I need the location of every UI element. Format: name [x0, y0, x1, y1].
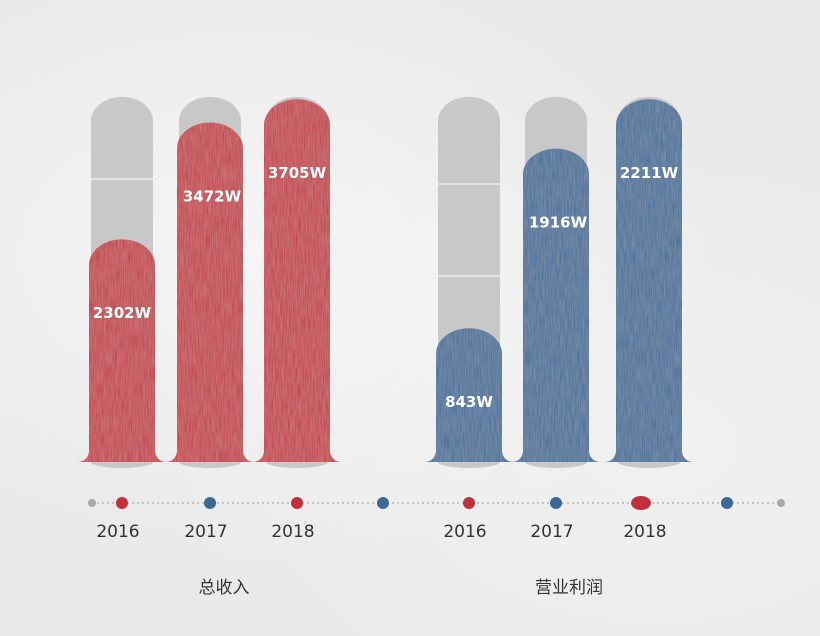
timeline-dot [631, 496, 651, 510]
timeline-dot [204, 497, 216, 509]
bars [77, 99, 694, 462]
year-label: 2016 [96, 522, 139, 542]
timeline-dot [88, 499, 96, 507]
data-label: 2211W [620, 164, 679, 182]
timeline-dot [721, 497, 733, 509]
value-labels: 2302W 3472W 3705W 843W 1916W 2211W [93, 164, 679, 411]
timeline-dot [463, 497, 475, 509]
bar-2018 [252, 99, 342, 462]
timeline-dot [550, 497, 562, 509]
timeline-dot [777, 499, 785, 507]
data-label: 3705W [268, 164, 327, 182]
bar-2017 [511, 148, 601, 462]
timeline-dot [291, 497, 303, 509]
timeline-dot [377, 497, 389, 509]
year-label: 2016 [443, 522, 486, 542]
bar-2016 [424, 328, 514, 462]
year-label: 2017 [530, 522, 573, 542]
data-label: 1916W [529, 213, 588, 231]
year-label: 2017 [184, 522, 227, 542]
timeline-axis [88, 496, 785, 510]
data-label: 843W [445, 393, 493, 411]
group-title-revenue: 总收入 [199, 578, 250, 598]
data-label: 2302W [93, 304, 152, 322]
bar-2016 [77, 239, 167, 462]
group-title-profit: 营业利润 [535, 578, 603, 598]
year-labels: 2016 2017 2018 2016 2017 2018 [96, 522, 666, 542]
data-label: 3472W [183, 187, 242, 205]
year-label: 2018 [623, 522, 666, 542]
bar-2018 [604, 99, 694, 462]
bar-2017 [165, 122, 255, 462]
year-label: 2018 [271, 522, 314, 542]
timeline-dot [116, 497, 128, 509]
